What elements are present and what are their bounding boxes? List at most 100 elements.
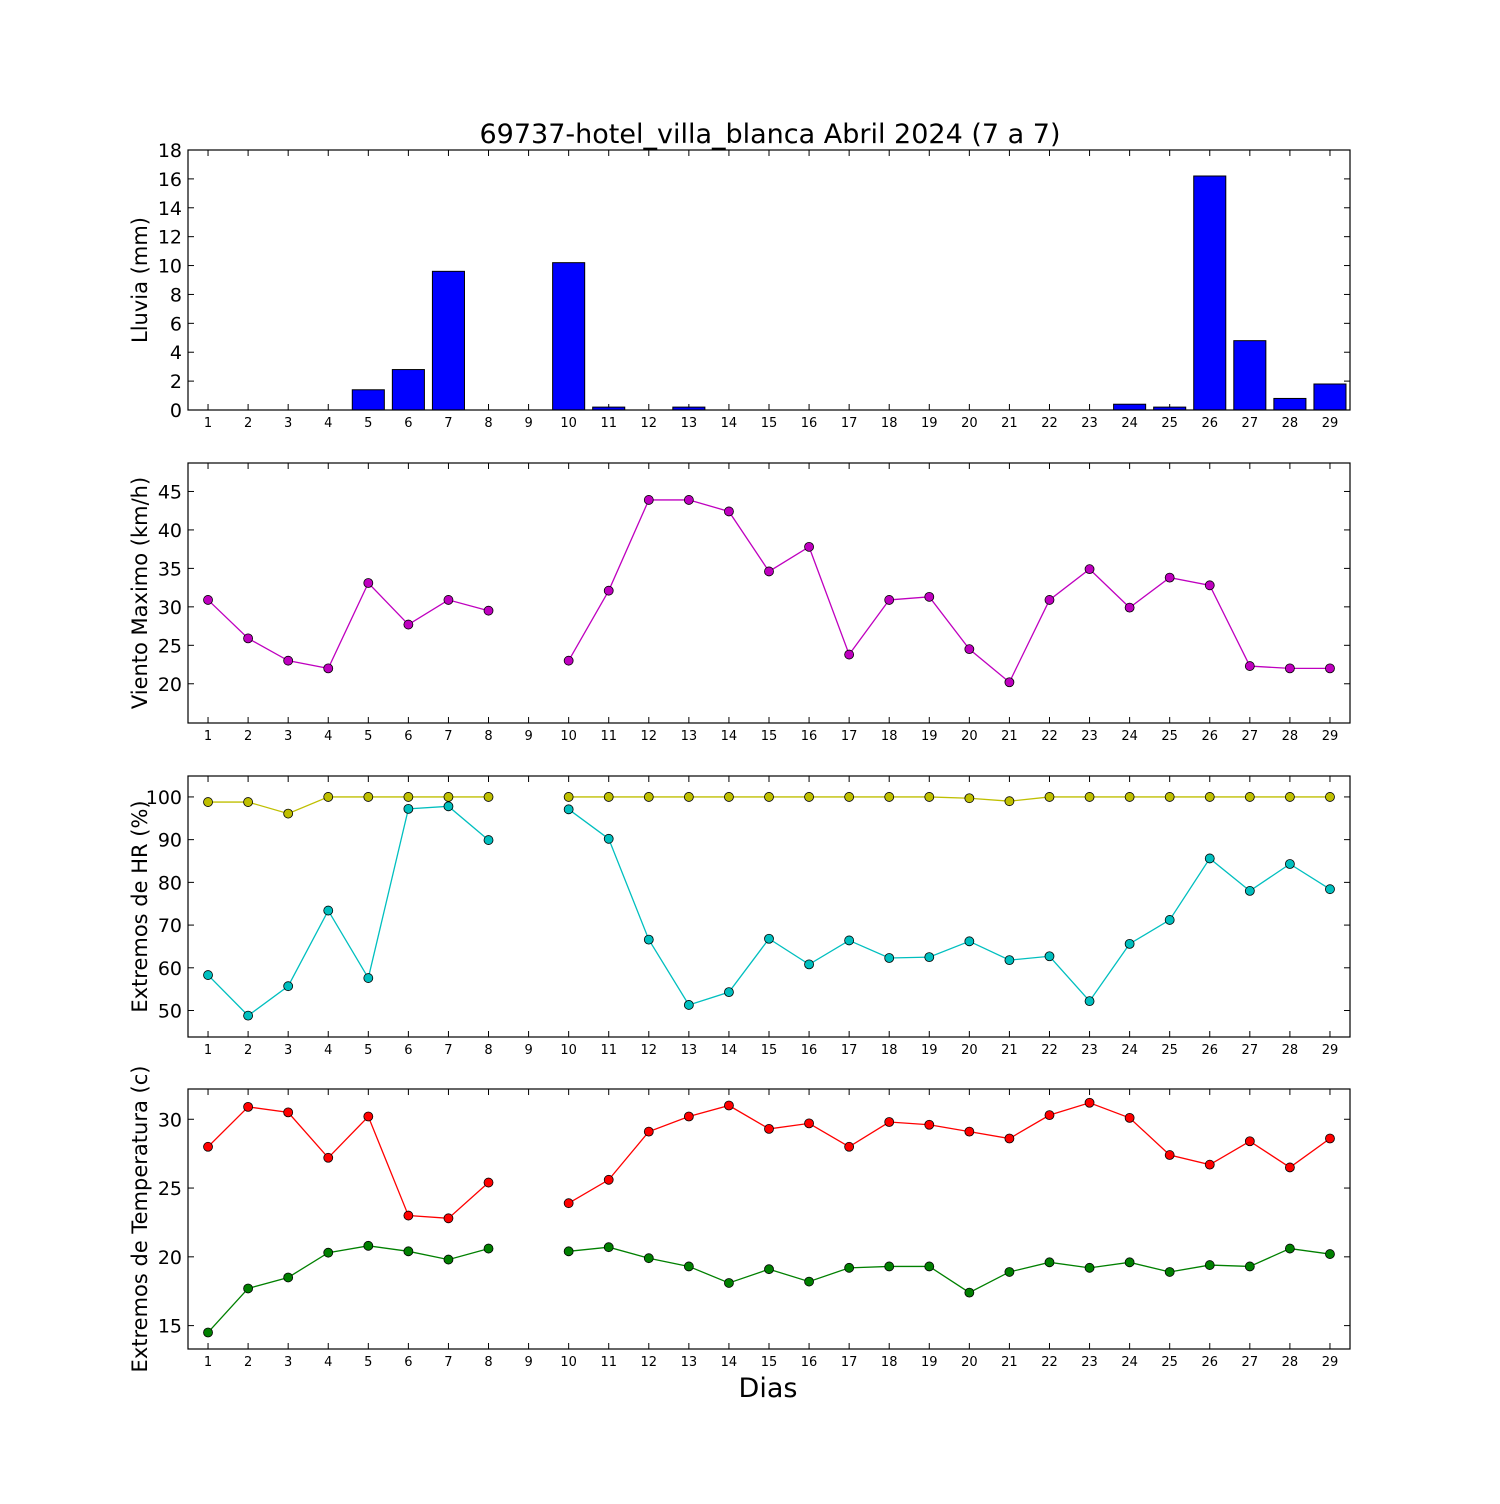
series-2-point-day-18: [884, 1261, 895, 1272]
x-tick-label: 12: [641, 1355, 658, 1370]
x-tick-label: 17: [841, 416, 858, 431]
series-2-point-day-4: [323, 1247, 334, 1258]
series-1-point-day-15: [764, 1123, 774, 1134]
y-tick-label: 12: [158, 227, 182, 249]
series-2-point-day-23: [1084, 996, 1095, 1007]
series-1-point-day-6: [403, 1210, 414, 1221]
x-tick-label: 28: [1282, 1355, 1299, 1370]
series-1-point-day-23: [1084, 564, 1095, 575]
x-tick-label: 20: [961, 416, 978, 431]
series-2-point-day-6: [403, 803, 414, 814]
series-2-point-day-1: [203, 1327, 213, 1338]
series-1-point-day-19: [924, 792, 935, 802]
x-tick-label: 2: [244, 416, 252, 431]
series-1-point-day-29: [1325, 663, 1335, 674]
x-tick-label: 14: [721, 1355, 738, 1370]
series-1-point-day-27: [1244, 661, 1255, 671]
series-2-point-day-2: [243, 1283, 254, 1294]
y-tick-label: 14: [158, 198, 182, 220]
x-tick-label: 23: [1081, 1043, 1098, 1058]
x-tick-label: 22: [1041, 729, 1058, 744]
x-tick-label: 8: [484, 729, 492, 744]
series-1-point-day-1: [203, 797, 213, 807]
x-tick-label: 4: [324, 1043, 332, 1058]
x-tick-label: 23: [1081, 416, 1098, 431]
series-2-point-day-26: [1204, 1260, 1215, 1270]
series-1-point-day-24: [1124, 792, 1135, 802]
x-tick-label: 1: [204, 1355, 212, 1370]
series-2-point-day-28: [1284, 1243, 1295, 1254]
series-2-point-day-7: [443, 1254, 454, 1265]
x-tick-label: 24: [1121, 1043, 1138, 1058]
x-tick-label: 7: [444, 729, 452, 744]
x-tick-label: 2: [244, 1355, 252, 1370]
series-1-point-day-23: [1084, 792, 1095, 802]
x-tick-label: 19: [921, 1043, 938, 1058]
x-tick-label: 17: [841, 1355, 858, 1370]
x-tick-label: 14: [721, 729, 738, 744]
x-axis-label: Dias: [739, 1373, 798, 1404]
series-1-line: [208, 796, 489, 815]
x-tick-label: 24: [1121, 1355, 1138, 1370]
series-2-point-day-19: [924, 952, 935, 963]
series-1-point-day-8: [483, 1177, 494, 1188]
series-2-line: [207, 1245, 489, 1333]
x-tick-label: 17: [841, 1043, 858, 1058]
x-tick-label: 24: [1121, 416, 1138, 431]
bar-day-27: [1233, 340, 1267, 411]
series-1-point-day-22: [1044, 1110, 1055, 1121]
bar-day-6: [391, 369, 425, 411]
series-2-point-day-21: [1004, 1267, 1015, 1277]
x-tick-label: 12: [641, 1043, 658, 1058]
series-1-point-day-18: [884, 595, 895, 605]
x-tick-label: 16: [801, 1043, 818, 1058]
x-tick-label: 20: [961, 729, 978, 744]
x-tick-label: 2: [244, 1043, 252, 1058]
series-2-point-day-15: [764, 1264, 774, 1275]
series-1-point-day-12: [643, 792, 654, 802]
x-tick-label: 10: [560, 416, 577, 431]
series-2-point-day-23: [1084, 1262, 1095, 1273]
x-tick-label: 24: [1121, 729, 1138, 744]
series-1-point-day-27: [1244, 792, 1255, 802]
series-1-point-day-26: [1204, 1159, 1215, 1170]
series-1-point-day-25: [1164, 1150, 1175, 1160]
series-1-point-day-20: [964, 644, 975, 655]
x-tick-label: 19: [921, 1355, 938, 1370]
x-tick-label: 15: [761, 1043, 778, 1058]
x-tick-label: 20: [961, 1355, 978, 1370]
x-tick-label: 10: [560, 1043, 577, 1058]
series-1-point-day-23: [1084, 1097, 1095, 1108]
series-1-point-day-2: [243, 797, 254, 807]
series-1-point-day-24: [1124, 1112, 1135, 1123]
series-1-point-day-17: [844, 649, 855, 660]
series-2-line: [568, 1246, 1331, 1294]
series-1-point-day-21: [1004, 796, 1015, 807]
x-tick-label: 11: [600, 1355, 617, 1370]
y-tick-label: 8: [170, 284, 182, 306]
x-tick-label: 25: [1161, 729, 1178, 744]
series-2-point-day-16: [804, 959, 814, 970]
series-2-point-day-29: [1325, 1249, 1335, 1259]
series-1-point-day-7: [443, 792, 454, 802]
series-1-point-day-15: [764, 566, 774, 577]
x-tick-label: 10: [560, 1355, 577, 1370]
x-tick-label: 4: [324, 729, 332, 744]
series-2-point-day-21: [1004, 955, 1015, 966]
bar-day-7: [431, 270, 465, 411]
x-tick-label: 6: [404, 1355, 412, 1370]
series-1-point-day-27: [1244, 1136, 1255, 1147]
series-2-point-day-3: [283, 1272, 294, 1283]
x-tick-label: 26: [1201, 729, 1218, 744]
series-2-point-day-12: [643, 934, 654, 945]
y-tick-label: 80: [158, 872, 182, 894]
x-tick-label: 13: [681, 1355, 698, 1370]
series-1-line: [568, 499, 1330, 684]
x-tick-label: 27: [1242, 729, 1259, 744]
series-1-point-day-3: [283, 808, 294, 819]
x-tick-label: 27: [1242, 416, 1259, 431]
x-tick-label: 25: [1161, 1043, 1178, 1058]
x-tick-label: 10: [560, 729, 577, 744]
